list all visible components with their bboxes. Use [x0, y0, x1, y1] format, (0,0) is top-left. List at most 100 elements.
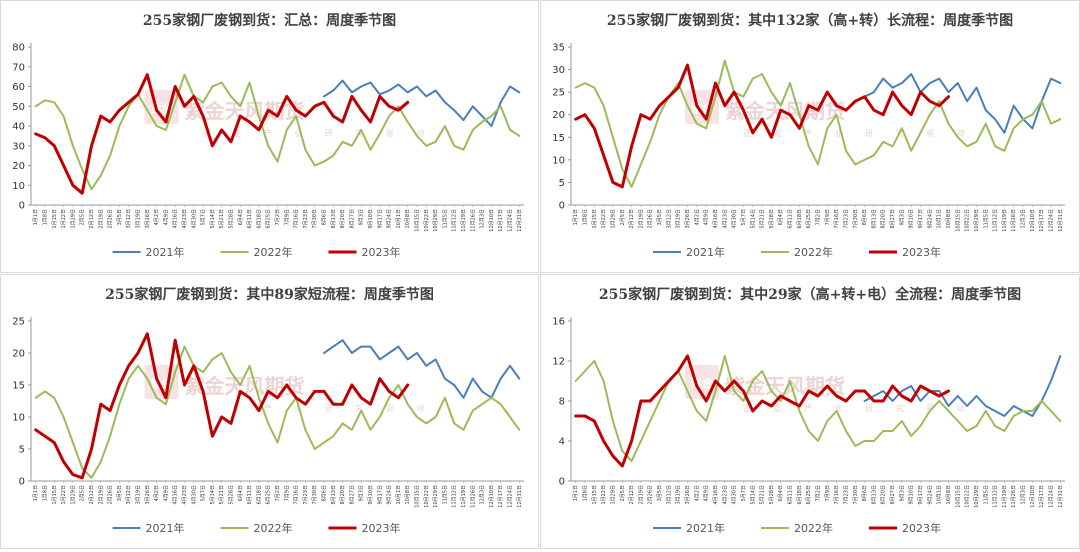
x-tick-label: 12月17日: [1039, 485, 1045, 508]
series-line-2023年: [574, 63, 950, 189]
x-tick-label: 2月19日: [638, 209, 644, 229]
x-tick-label: 2月5日: [620, 485, 626, 501]
x-tick-label: 5月7日: [741, 209, 747, 225]
y-tick-label: 10: [12, 413, 25, 424]
x-tick-label: 7月9日: [825, 209, 831, 225]
x-tick-label: 10月1日: [396, 209, 402, 229]
y-tick-label: 15: [12, 381, 25, 392]
x-tick-label: 1月22日: [61, 209, 67, 229]
x-tick-label: 8月6日: [322, 485, 328, 501]
x-tick-label: 11月5日: [983, 209, 989, 229]
x-tick-label: 3月19日: [135, 485, 141, 505]
series-line-2023年: [34, 73, 410, 195]
x-tick-label: 10月15日: [955, 209, 961, 232]
x-tick-label: 8月20日: [881, 209, 887, 229]
x-tick-label: 7月30日: [312, 209, 318, 229]
chart-title: 255家钢厂废钢到货：其中132家（高+转）长流程：周度季节图: [607, 12, 1013, 29]
x-tick-label: 6月4日: [238, 209, 244, 225]
x-tick-label: 9月10日: [368, 485, 374, 505]
x-tick-label: 3月26日: [145, 485, 151, 505]
x-tick-label: 2月12日: [629, 209, 635, 229]
series-line-2021年: [323, 79, 521, 127]
x-tick-label: 3月12日: [126, 209, 132, 229]
x-tick-label: 12月10日: [489, 485, 495, 508]
x-tick-label: 9月24日: [387, 485, 393, 505]
x-tick-label: 3月12日: [666, 485, 672, 505]
x-tick-label: 9月17日: [918, 485, 924, 505]
x-tick-label: 10月22日: [965, 485, 971, 508]
y-tick-label: 5: [19, 445, 25, 456]
x-tick-label: 3月19日: [135, 209, 141, 229]
legend-label: 2023年: [362, 245, 401, 259]
x-tick-label: 4月16日: [173, 209, 179, 229]
x-tick-label: 7月9日: [284, 209, 290, 225]
x-tick-label: 12月17日: [498, 209, 504, 232]
x-tick-label: 1月1日: [33, 485, 39, 501]
x-tick-label: 7月2日: [275, 209, 281, 225]
x-tick-label: 4月23日: [182, 485, 188, 505]
x-tick-label: 7月30日: [853, 485, 859, 505]
y-tick-label: 20: [552, 110, 565, 121]
x-tick-label: 10月15日: [415, 209, 421, 232]
x-tick-label: 6月18日: [797, 485, 803, 505]
x-tick-label: 11月26日: [1011, 209, 1017, 232]
x-tick-label: 10月8日: [405, 209, 411, 229]
x-tick-label: 4月30日: [732, 485, 738, 505]
x-tick-label: 9月3日: [359, 485, 365, 501]
x-tick-label: 6月11日: [788, 209, 794, 229]
x-tick-label: 7月2日: [816, 485, 822, 501]
x-tick-label: 12月3日: [1021, 485, 1027, 505]
x-tick-label: 10月15日: [415, 485, 421, 508]
x-tick-label: 10月8日: [405, 485, 411, 505]
x-tick-label: 9月3日: [899, 485, 905, 501]
x-tick-label: 2月19日: [98, 209, 104, 229]
x-tick-label: 5月28日: [769, 485, 775, 505]
legend-label: 2023年: [362, 521, 401, 535]
x-tick-label: 12月24日: [1049, 485, 1055, 508]
y-tick-label: 15: [552, 133, 565, 144]
x-tick-label: 2月26日: [108, 209, 114, 229]
x-tick-label: 4月30日: [732, 209, 738, 229]
series-line-2023年: [34, 332, 410, 480]
x-tick-label: 11月12日: [993, 485, 999, 508]
x-tick-label: 10月8日: [946, 485, 952, 505]
x-tick-label: 4月9日: [704, 485, 710, 501]
series-line-2023年: [574, 354, 950, 468]
x-tick-label: 8月20日: [881, 485, 887, 505]
y-tick-label: 40: [12, 122, 25, 133]
x-tick-label: 1月29日: [610, 485, 616, 505]
x-tick-label: 3月19日: [676, 485, 682, 505]
x-tick-label: 5月14日: [210, 485, 216, 505]
legend-label: 2023年: [902, 521, 941, 535]
x-tick-label: 12月31日: [517, 485, 523, 508]
x-tick-label: 7月23日: [843, 209, 849, 229]
x-tick-label: 8月6日: [862, 485, 868, 501]
x-tick-label: 9月24日: [927, 209, 933, 229]
x-tick-label: 8月27日: [890, 209, 896, 229]
x-tick-label: 1月8日: [42, 485, 48, 501]
chart-title: 255家钢厂废钢到货：其中29家（高+转+电）全流程：周度季节图: [599, 286, 1021, 303]
x-tick-label: 11月19日: [461, 209, 467, 232]
x-tick-label: 12月17日: [498, 485, 504, 508]
legend-label: 2021年: [146, 521, 185, 535]
y-tick-label: 70: [12, 62, 25, 73]
x-tick-label: 2月12日: [89, 485, 95, 505]
watermark-subtext: 正 定 产 业 研 究 驱 动: [743, 128, 975, 138]
series-line-2021年: [863, 355, 1062, 417]
x-tick-label: 11月19日: [1002, 209, 1008, 232]
y-tick-label: 80: [12, 43, 25, 54]
y-tick-label: 8: [559, 397, 565, 408]
x-tick-label: 8月27日: [349, 209, 355, 229]
x-tick-label: 8月13日: [871, 485, 877, 505]
y-tick-label: 0: [19, 201, 25, 212]
x-tick-label: 1月15日: [592, 485, 598, 505]
y-tick-label: 0: [559, 477, 565, 488]
x-tick-label: 3月26日: [145, 209, 151, 229]
x-tick-label: 10月22日: [965, 209, 971, 232]
x-tick-label: 1月15日: [52, 209, 58, 229]
x-tick-label: 1月22日: [601, 485, 607, 505]
x-tick-label: 6月25日: [266, 485, 272, 505]
chart-panel-short-process: 255家钢厂废钢到货：其中89家短流程：周度季节图 紫金 紫金天风期货正 定 产 业…: [0, 274, 539, 549]
